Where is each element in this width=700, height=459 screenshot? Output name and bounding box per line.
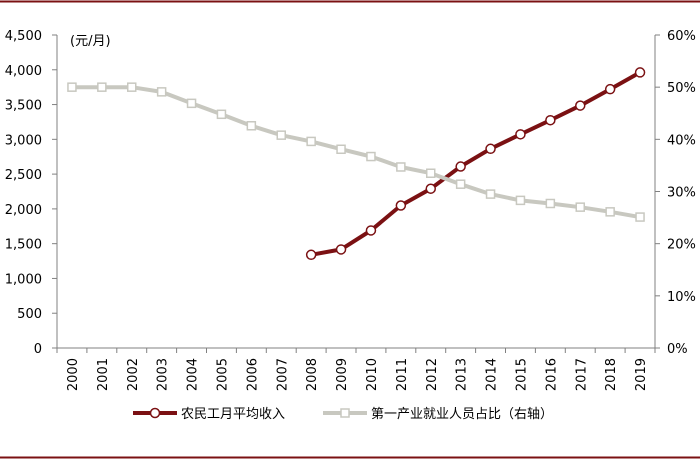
x-tick-label: 2013 (455, 358, 470, 391)
data-point (336, 144, 346, 154)
y-right-tick-label: 30% (667, 186, 696, 201)
data-point (426, 168, 436, 178)
x-tick-label: 2010 (365, 358, 380, 391)
data-point (575, 202, 585, 212)
data-point (545, 114, 556, 126)
axes: 0 500 1,000 1,500 2,000 2,500 3,000 3,500 4,000 4… (5, 29, 696, 391)
data-point (485, 143, 496, 155)
x-tick-label: 2012 (425, 358, 440, 391)
data-point (515, 195, 526, 206)
y-left-tick-label: 1,000 (5, 272, 42, 287)
data-point (156, 87, 167, 97)
y-left-tick-label: 2,000 (5, 203, 42, 218)
data-point (67, 82, 77, 92)
data-point (455, 179, 466, 189)
data-point (575, 100, 586, 111)
series-line (72, 85, 641, 220)
y-left-tick-label: 0 (34, 342, 42, 357)
x-tick-label: 2001 (96, 358, 111, 391)
data-point (306, 136, 316, 147)
legend-item-1: 农民工月平均收入 (133, 407, 285, 422)
data-point (97, 82, 107, 92)
data-point (425, 183, 436, 194)
series-line (310, 70, 641, 257)
x-tick-label: 2019 (634, 358, 649, 391)
data-point (366, 151, 376, 162)
x-tick-label: 2015 (514, 358, 529, 391)
data-point (455, 161, 466, 172)
x-tick-label: 2005 (215, 358, 230, 391)
data-point (365, 225, 377, 236)
series-1 (305, 67, 646, 261)
y-left-tick-label: 500 (17, 307, 42, 322)
x-tick-label: 2008 (305, 358, 320, 391)
x-tick-label: 2000 (66, 358, 81, 391)
legend-label: 农民工月平均收入 (181, 407, 285, 422)
y-right-tick-label: 20% (667, 238, 696, 253)
data-point (605, 207, 615, 217)
data-point (216, 109, 227, 120)
x-tick-label: 2009 (335, 358, 350, 391)
series-layer (67, 67, 646, 261)
y-right-tick-label: 0% (667, 342, 688, 357)
data-point (396, 162, 406, 172)
data-point (604, 83, 616, 95)
y-left-tick-label: 1,500 (5, 238, 42, 253)
y-right-tick-label: 40% (667, 133, 696, 148)
data-point (276, 130, 286, 140)
y-right-tick-label: 50% (667, 81, 696, 96)
data-point (395, 200, 407, 211)
data-point (485, 189, 496, 199)
y-left-tick-label: 3,000 (5, 133, 42, 148)
data-point (246, 121, 257, 131)
data-point (186, 98, 197, 109)
x-tick-label: 2002 (126, 358, 141, 391)
legend: 农民工月平均收入 第一产业就业人员占比（右轴） (133, 407, 553, 422)
x-tick-label: 2018 (604, 358, 619, 391)
unit-label: (元/月) (70, 34, 111, 49)
y-right-tick-label: 60% (667, 29, 696, 44)
x-tick-label: 2007 (275, 358, 290, 391)
y-left-tick-label: 4,000 (5, 64, 42, 79)
x-tick-label: 2014 (485, 358, 500, 391)
data-point (545, 198, 556, 209)
x-tick-label: 2011 (395, 358, 410, 391)
x-tick-label: 2016 (544, 358, 559, 391)
legend-marker (340, 408, 350, 418)
data-point (335, 244, 347, 255)
legend-label: 第一产业就业人员占比（右轴） (371, 407, 553, 422)
data-point (635, 212, 645, 222)
legend-item-2: 第一产业就业人员占比（右轴） (323, 407, 553, 422)
y-left-tick-label: 3,500 (5, 99, 42, 114)
x-tick-label: 2006 (245, 358, 260, 391)
data-point (127, 82, 137, 92)
y-left-tick-label: 2,500 (5, 168, 42, 183)
series-2 (67, 82, 645, 222)
data-point (634, 67, 646, 78)
legend-marker (149, 407, 161, 419)
x-tick-label: 2017 (574, 358, 589, 391)
data-point (515, 129, 526, 140)
y-left-tick-label: 4,500 (5, 29, 42, 44)
data-point (305, 249, 317, 261)
y-right-tick-label: 10% (667, 290, 696, 305)
x-tick-label: 2004 (186, 358, 201, 391)
x-tick-label: 2003 (156, 358, 171, 391)
